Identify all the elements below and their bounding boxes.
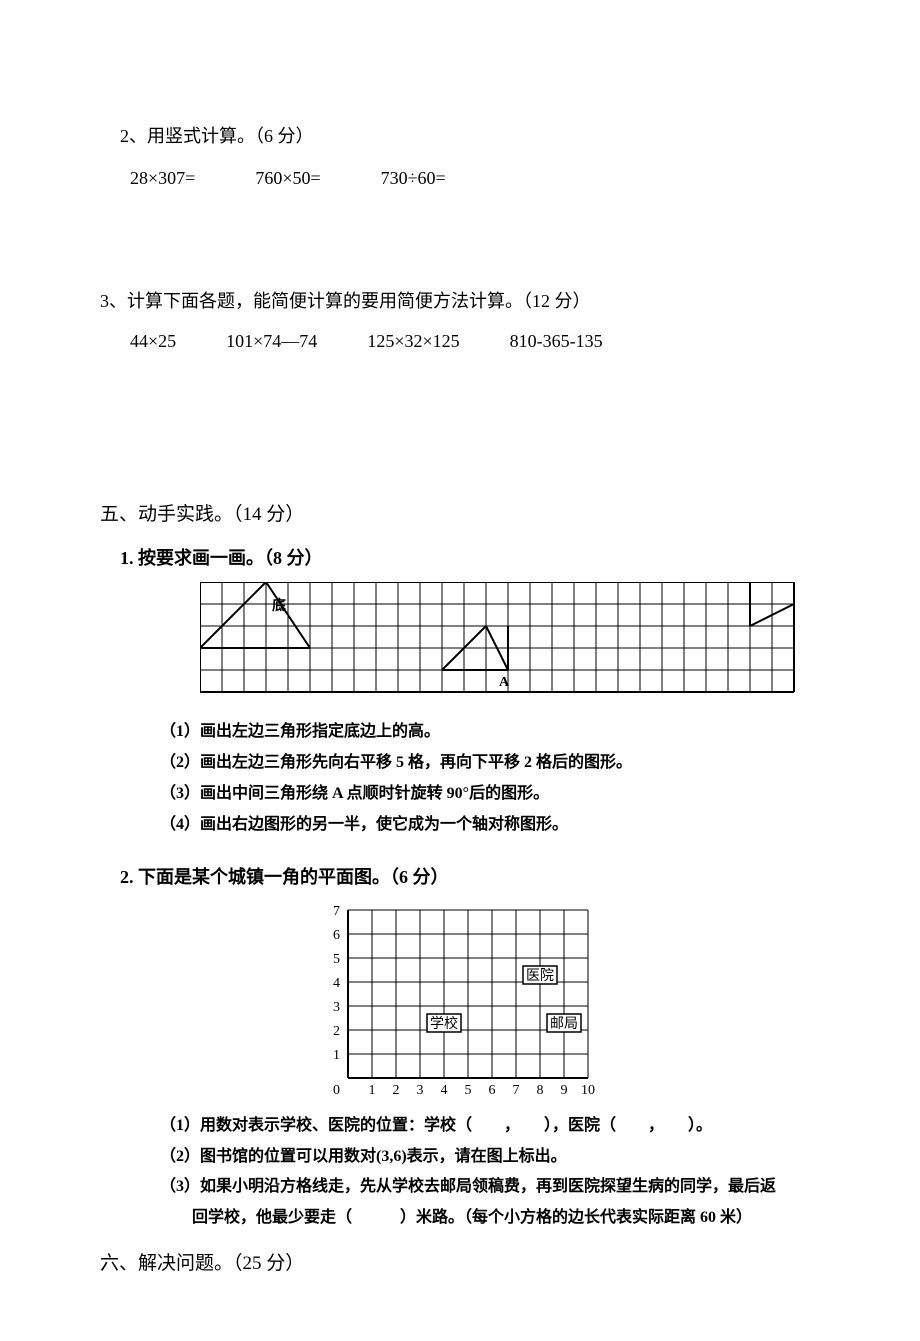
q2-items: 28×307= 760×50= 730÷60= bbox=[100, 162, 820, 194]
q3-title: 3、计算下面各题，能简便计算的要用简便方法计算。（12 分） bbox=[100, 285, 820, 317]
s5-p1-title: 1. 按要求画一画。（8 分） bbox=[100, 542, 820, 574]
svg-text:2: 2 bbox=[333, 1024, 340, 1039]
q3-item-4: 810-365-135 bbox=[510, 325, 603, 357]
svg-text:医院: 医院 bbox=[526, 968, 554, 984]
q3-items: 44×25 101×74—74 125×32×125 810-365-135 bbox=[100, 325, 820, 357]
svg-text:2: 2 bbox=[393, 1083, 400, 1098]
s5-p1-t4: （4）画出右边图形的另一半，使它成为一个轴对称图形。 bbox=[160, 811, 820, 840]
s5-p2-t1: （1）用数对表示学校、医院的位置：学校（ ， ），医院（ ， ）。 bbox=[160, 1112, 820, 1141]
s5-p2-t3: （3）如果小明沿方格线走，先从学校去邮局领稿费，再到医院探望生病的同学，最后返 bbox=[160, 1173, 820, 1202]
svg-text:1: 1 bbox=[369, 1083, 376, 1098]
s5-p1-t1: （1）画出左边三角形指定底边上的高。 bbox=[160, 718, 820, 747]
s5-p2-grid: 1 2 3 4 5 6 7 1 2 3 4 5 6 7 8 9 10 0 学校 医院邮局 bbox=[100, 902, 820, 1106]
s5-p2-t3b: 回学校，他最少要走（ ）米路。（每个小方格的边长代表实际距离 60 米） bbox=[160, 1204, 820, 1233]
svg-text:7: 7 bbox=[333, 904, 340, 919]
svg-text:0: 0 bbox=[333, 1083, 340, 1098]
q2-title: 2、用竖式计算。（6 分） bbox=[100, 120, 820, 152]
svg-text:4: 4 bbox=[333, 976, 340, 991]
q3-item-2: 101×74—74 bbox=[226, 325, 317, 357]
svg-text:10: 10 bbox=[581, 1083, 595, 1098]
svg-text:A: A bbox=[499, 675, 510, 690]
svg-text:学校: 学校 bbox=[430, 1015, 458, 1032]
svg-text:1: 1 bbox=[333, 1048, 340, 1063]
svg-text:5: 5 bbox=[465, 1083, 472, 1098]
svg-text:9: 9 bbox=[561, 1083, 568, 1098]
q2-item-1: 28×307= bbox=[130, 162, 195, 194]
svg-text:8: 8 bbox=[537, 1083, 544, 1098]
q3-item-1: 44×25 bbox=[130, 325, 176, 357]
s5-p2-title: 2. 下面是某个城镇一角的平面图。（6 分） bbox=[100, 861, 820, 893]
svg-text:3: 3 bbox=[333, 1000, 340, 1015]
svg-text:5: 5 bbox=[333, 952, 340, 967]
q2-item-3: 730÷60= bbox=[381, 162, 446, 194]
svg-text:4: 4 bbox=[441, 1083, 448, 1098]
svg-text:7: 7 bbox=[513, 1083, 520, 1098]
s5-p1-t2: （2）画出左边三角形先向右平移 5 格，再向下平移 2 格后的图形。 bbox=[160, 749, 820, 778]
s5-p2-tasks: （1）用数对表示学校、医院的位置：学校（ ， ），医院（ ， ）。 （2）图书馆… bbox=[100, 1112, 820, 1233]
section6-title: 六、解决问题。（25 分） bbox=[100, 1247, 820, 1281]
q2-item-2: 760×50= bbox=[255, 162, 320, 194]
s5-p1-t3: （3）画出中间三角形绕 A 点顺时针旋转 90°后的图形。 bbox=[160, 780, 820, 809]
svg-text:邮局: 邮局 bbox=[550, 1016, 578, 1032]
section5-title: 五、动手实践。（14 分） bbox=[100, 498, 820, 532]
svg-text:6: 6 bbox=[333, 928, 340, 943]
q3-item-3: 125×32×125 bbox=[367, 325, 459, 357]
s5-p1-tasks: （1）画出左边三角形指定底边上的高。 （2）画出左边三角形先向右平移 5 格，再… bbox=[100, 718, 820, 839]
svg-text:6: 6 bbox=[489, 1083, 496, 1098]
s5-p1-grid: 底A bbox=[100, 582, 820, 712]
svg-text:3: 3 bbox=[417, 1083, 424, 1098]
s5-p2-t2: （2）图书馆的位置可以用数对(3,6)表示，请在图上标出。 bbox=[160, 1143, 820, 1172]
svg-text:底: 底 bbox=[272, 597, 286, 614]
